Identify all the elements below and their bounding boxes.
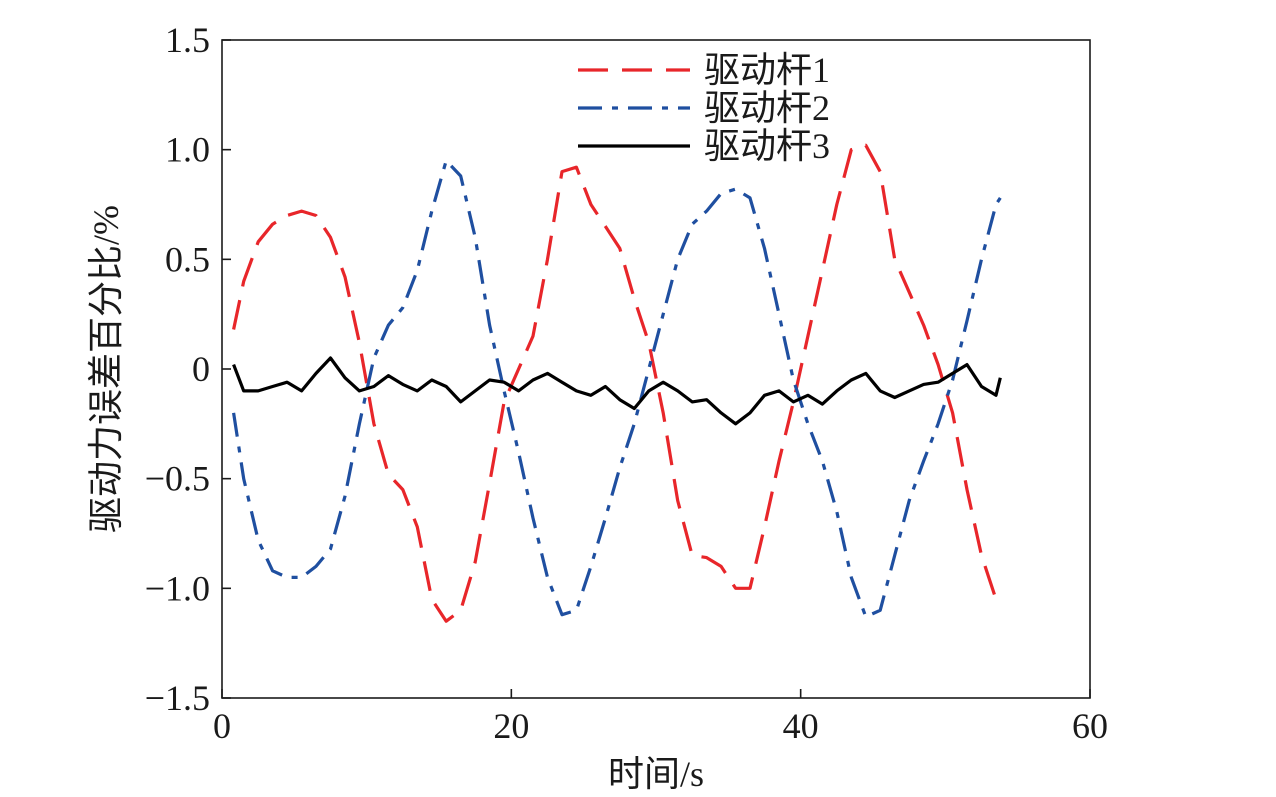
legend-label-2: 驱动杆2 (704, 88, 830, 128)
x-tick-label: 60 (1072, 706, 1108, 746)
x-axis-label: 时间/s (608, 754, 704, 794)
y-axis: −1.5 −1.0 −0.5 0 0.5 1.0 1.5 (145, 20, 231, 718)
legend-label-3: 驱动杆3 (704, 126, 830, 166)
series-group (232, 143, 1002, 623)
legend-label-1: 驱动杆1 (704, 50, 830, 90)
y-tick-label: −1.0 (145, 568, 210, 608)
y-tick-label: 0.5 (165, 239, 210, 279)
x-axis: 0 20 40 60 (213, 689, 1108, 746)
y-tick-label: 1.0 (165, 130, 210, 170)
y-tick-label: 0 (192, 349, 210, 389)
series-line-1 (232, 143, 1002, 623)
series-line-2 (232, 159, 1002, 619)
x-tick-label: 0 (213, 706, 231, 746)
y-tick-label: −0.5 (145, 459, 210, 499)
x-tick-label: 20 (493, 706, 529, 746)
series-line-3 (232, 356, 1002, 426)
y-tick-label: −1.5 (145, 678, 210, 718)
y-axis-label: 驱动力误差百分比/% (86, 205, 126, 533)
y-tick-label: 1.5 (165, 20, 210, 60)
x-tick-label: 40 (783, 706, 819, 746)
